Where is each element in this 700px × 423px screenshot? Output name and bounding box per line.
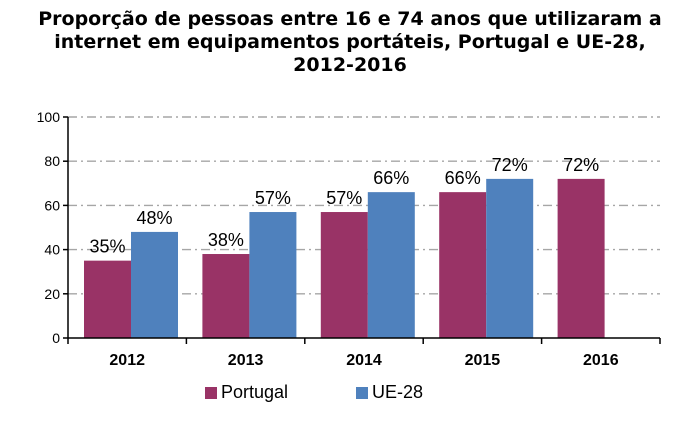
data-label-ue28-2015: 72%: [492, 155, 528, 175]
x-tick-label-2015: 2015: [465, 352, 501, 369]
bar-portugal-2014: [320, 212, 368, 338]
bar-ue28-2014: [367, 192, 415, 338]
y-tick-label-40: 40: [44, 242, 60, 258]
y-tick-label-100: 100: [37, 109, 61, 125]
legend-label-portugal: Portugal: [221, 382, 289, 402]
chart-title-line-3: 2012-2016: [293, 54, 407, 76]
data-label-portugal-2014: 57%: [326, 188, 362, 208]
legend-item-portugal: Portugal: [205, 382, 288, 403]
data-label-ue28-2013: 57%: [255, 188, 291, 208]
data-label-portugal-2012: 35%: [89, 237, 125, 257]
bar-portugal-2012: [84, 260, 131, 338]
x-tick-label-2012: 2012: [109, 352, 145, 369]
x-tick-label-2013: 2013: [228, 352, 264, 369]
legend-swatch-portugal: [205, 386, 217, 399]
bar-portugal-2016: [557, 178, 605, 338]
y-tick-label-0: 0: [52, 330, 60, 346]
bar-portugal-2015: [439, 192, 487, 338]
bar-ue28-2013: [249, 212, 297, 338]
x-tick-label-2014: 2014: [346, 352, 382, 369]
bar-portugal-2013: [202, 254, 250, 338]
legend-label-ue28: UE-28: [372, 382, 424, 402]
data-label-portugal-2013: 38%: [208, 230, 244, 250]
y-tick-label-80: 80: [44, 153, 60, 169]
x-tick-label-2016: 2016: [583, 352, 619, 369]
chart-title-line-1: Proporção de pessoas entre 16 e 74 anos …: [38, 8, 662, 30]
y-tick-label-20: 20: [44, 286, 60, 302]
bar-ue28-2012: [131, 231, 178, 338]
data-label-portugal-2015: 66%: [445, 168, 481, 188]
bar-ue28-2015: [486, 178, 534, 338]
legend-swatch-ue28: [356, 386, 369, 399]
legend-item-ue28: UE-28: [356, 382, 423, 403]
data-label-ue28-2014: 66%: [373, 168, 409, 188]
legend: Portugal UE-28: [205, 382, 491, 403]
data-label-portugal-2016: 72%: [563, 155, 599, 175]
data-label-ue28-2012: 48%: [136, 208, 172, 228]
chart-title-line-2: internet em equipamentos portáteis, Port…: [54, 31, 646, 53]
y-tick-label-60: 60: [44, 197, 60, 213]
chart-title: Proporção de pessoas entre 16 e 74 anos …: [0, 8, 700, 77]
